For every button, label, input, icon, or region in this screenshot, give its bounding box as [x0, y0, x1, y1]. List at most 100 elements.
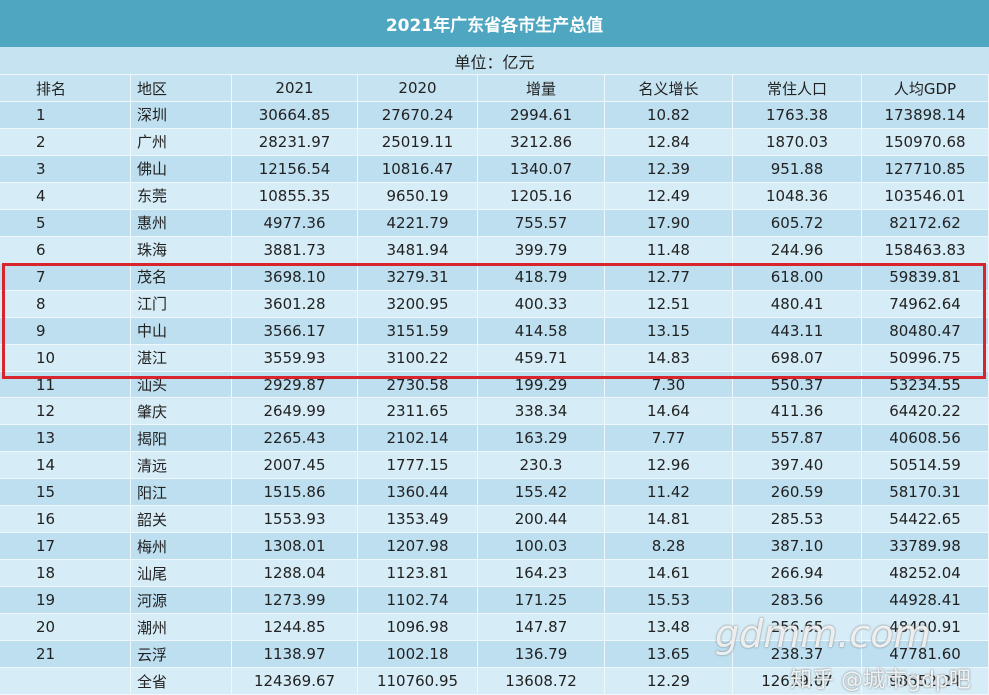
- cell: 中山: [131, 317, 232, 345]
- cell: 3100.22: [358, 344, 478, 372]
- data-row: 全省 124369.67 110760.95 13608.72 12.29 12619.6…: [0, 668, 989, 695]
- cell: 排名: [0, 75, 131, 102]
- cell: 411.36: [733, 398, 862, 426]
- data-row: 21 云浮 1138.97 1002.18 136.79 13.65 238.37 47781…: [0, 641, 989, 669]
- cell: 387.10: [733, 533, 862, 561]
- cell: 13.65: [605, 641, 733, 669]
- cell: 1340.07: [478, 155, 605, 183]
- cell: 48252.04: [862, 560, 989, 588]
- cell: 韶关: [131, 506, 232, 534]
- cell: 11: [0, 371, 131, 399]
- cell: 285.53: [733, 506, 862, 534]
- cell: 1777.15: [358, 452, 478, 480]
- cell: [0, 668, 131, 695]
- data-row: 13 揭阳 2265.43 2102.14 163.29 7.77 557.87 40608.…: [0, 425, 989, 453]
- cell: 14.83: [605, 344, 733, 372]
- cell: 1048.36: [733, 182, 862, 210]
- cell: 2007.45: [232, 452, 358, 480]
- cell: 1360.44: [358, 479, 478, 507]
- cell: 1207.98: [358, 533, 478, 561]
- cell: 164.23: [478, 560, 605, 588]
- cell: 9: [0, 317, 131, 345]
- cell: 16: [0, 506, 131, 534]
- cell: 广州: [131, 128, 232, 156]
- cell: 1002.18: [358, 641, 478, 669]
- cell: 1308.01: [232, 533, 358, 561]
- cell: 30664.85: [232, 102, 358, 129]
- cell: 12.96: [605, 452, 733, 480]
- cell: 400.33: [478, 290, 605, 318]
- data-row: 12 肇庆 2649.99 2311.65 338.34 14.64 411.36 64420…: [0, 398, 989, 426]
- cell: 人均GDP: [862, 75, 989, 102]
- cell: 110760.95: [358, 668, 478, 695]
- data-row: 20 潮州 1244.85 1096.98 147.87 13.48 256.65 48490…: [0, 614, 989, 642]
- cell: 58170.31: [862, 479, 989, 507]
- cell: 1123.81: [358, 560, 478, 588]
- data-row: 10 湛江 3559.93 3100.22 459.71 14.83 698.07 50996…: [0, 344, 989, 372]
- cell: 河源: [131, 587, 232, 615]
- data-row: 4 东莞 10855.35 9650.19 1205.16 12.49 1048.36 103…: [0, 182, 989, 210]
- data-row: 14 清远 2007.45 1777.15 230.3 12.96 397.40 50514.…: [0, 452, 989, 480]
- cell: 1553.93: [232, 506, 358, 534]
- cell: 潮州: [131, 614, 232, 642]
- cell: 155.42: [478, 479, 605, 507]
- cell: 阳江: [131, 479, 232, 507]
- cell: 399.79: [478, 236, 605, 264]
- cell: 云浮: [131, 641, 232, 669]
- cell: 54422.65: [862, 506, 989, 534]
- cell: 5: [0, 209, 131, 237]
- cell: 1515.86: [232, 479, 358, 507]
- cell: 全省: [131, 668, 232, 695]
- data-row: 8 江门 3601.28 3200.95 400.33 12.51 480.41 74962.…: [0, 290, 989, 318]
- cell: 8.28: [605, 533, 733, 561]
- cell: 171.25: [478, 587, 605, 615]
- cell: 12.84: [605, 128, 733, 156]
- cell: 汕尾: [131, 560, 232, 588]
- data-row: 5 惠州 4977.36 4221.79 755.57 17.90 605.72 82172.…: [0, 209, 989, 237]
- cell: 1138.97: [232, 641, 358, 669]
- cell: 230.3: [478, 452, 605, 480]
- cell: 17: [0, 533, 131, 561]
- data-row: 17 梅州 1308.01 1207.98 100.03 8.28 387.10 33789.…: [0, 533, 989, 561]
- cell: 136.79: [478, 641, 605, 669]
- cell: 414.58: [478, 317, 605, 345]
- cell: 557.87: [733, 425, 862, 453]
- cell: 1763.38: [733, 102, 862, 129]
- cell: 12.39: [605, 155, 733, 183]
- cell: 12.29: [605, 668, 733, 695]
- table-title: 2021年广东省各市生产总值: [0, 0, 989, 47]
- cell: 2021: [232, 75, 358, 102]
- cell: 2: [0, 128, 131, 156]
- cell: 3212.86: [478, 128, 605, 156]
- cell: 14.64: [605, 398, 733, 426]
- cell: 名义增长: [605, 75, 733, 102]
- cell: 459.71: [478, 344, 605, 372]
- cell: 茂名: [131, 263, 232, 291]
- cell: 12156.54: [232, 155, 358, 183]
- cell: 14: [0, 452, 131, 480]
- cell: 25019.11: [358, 128, 478, 156]
- cell: 江门: [131, 290, 232, 318]
- cell: 1096.98: [358, 614, 478, 642]
- cell: 238.37: [733, 641, 862, 669]
- cell: 256.65: [733, 614, 862, 642]
- cell: 480.41: [733, 290, 862, 318]
- data-row: 19 河源 1273.99 1102.74 171.25 15.53 283.56 44928…: [0, 587, 989, 615]
- cell: 湛江: [131, 344, 232, 372]
- cell: 127710.85: [862, 155, 989, 183]
- cell: 618.00: [733, 263, 862, 291]
- cell: 40608.56: [862, 425, 989, 453]
- cell: 124369.67: [232, 668, 358, 695]
- cell: 27670.24: [358, 102, 478, 129]
- data-row: 3 佛山 12156.54 10816.47 1340.07 12.39 951.88 127…: [0, 155, 989, 183]
- cell: 7.77: [605, 425, 733, 453]
- cell: 2020: [358, 75, 478, 102]
- cell: 283.56: [733, 587, 862, 615]
- cell: 12.49: [605, 182, 733, 210]
- cell: 佛山: [131, 155, 232, 183]
- cell: 3566.17: [232, 317, 358, 345]
- data-row: 1 深圳 30664.85 27670.24 2994.61 10.82 1763.38 17…: [0, 102, 989, 129]
- cell: 增量: [478, 75, 605, 102]
- cell: 3559.93: [232, 344, 358, 372]
